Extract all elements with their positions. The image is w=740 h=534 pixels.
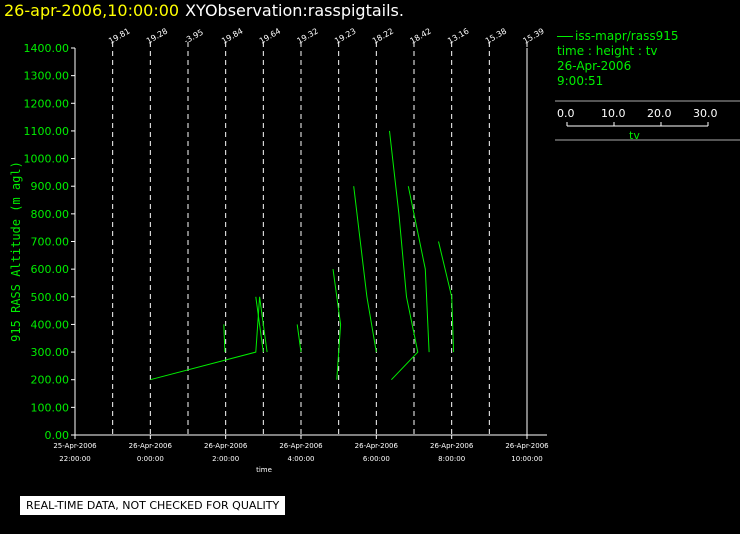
series-line [223, 324, 226, 353]
tv-scale-tick: 30.0 [693, 107, 718, 120]
x-tick-time: 22:00:00 [59, 455, 90, 463]
legend-series: iss-mapr/rass915 [557, 29, 679, 44]
y-tick-label: 1400.00 [24, 42, 70, 55]
tv-scale-title: tv [629, 129, 640, 142]
series-line [332, 269, 342, 380]
profile-label: 19.81 [107, 26, 131, 45]
tv-scale: 0.0 10.0 20.0 30.0 tv [555, 100, 740, 146]
profile-label: 18.22 [371, 26, 395, 45]
x-tick-time: 8:00:00 [438, 455, 465, 463]
profile-label: 19.64 [258, 26, 282, 45]
y-tick-label: 800.00 [31, 208, 70, 221]
y-tick-label: 1200.00 [24, 97, 70, 110]
x-tick-time: 6:00:00 [363, 455, 390, 463]
y-tick-label: 1100.00 [24, 125, 70, 138]
page-title: 26-apr-2006,10:00:00 XYObservation:rasspi… [4, 1, 404, 20]
x-tick-date: 26-Apr-2006 [204, 442, 248, 450]
series-line [438, 241, 455, 353]
x-tick-time: 4:00:00 [288, 455, 315, 463]
x-tick-date: 26-Apr-2006 [355, 442, 399, 450]
y-tick-label: 500.00 [31, 291, 70, 304]
tv-scale-lines [555, 100, 740, 141]
legend-date: 26-Apr-2006 [557, 59, 632, 73]
series-line [255, 296, 264, 353]
profile-label: 15.38 [484, 26, 508, 45]
legend-swatch [557, 36, 573, 37]
y-tick-label: 1300.00 [24, 70, 70, 83]
series-line [389, 130, 419, 381]
legend-series-label: iss-mapr/rass915 [575, 29, 679, 43]
y-tick-label: 700.00 [31, 236, 70, 249]
y-tick-label: 400.00 [31, 318, 70, 331]
x-tick-date: 25-Apr-2006 [53, 442, 97, 450]
y-tick-label: 200.00 [31, 374, 70, 387]
profile-label: -3.95 [183, 28, 205, 46]
x-tick-time: 10:00:00 [511, 455, 542, 463]
profile-label: 18.42 [409, 26, 433, 45]
tv-scale-tick: 20.0 [647, 107, 672, 120]
profile-label: 19.23 [333, 26, 357, 45]
x-tick-date: 26-Apr-2006 [430, 442, 474, 450]
y-tick-label: 100.00 [31, 401, 70, 414]
profile-label: 13.16 [446, 26, 470, 45]
title-observation: XYObservation:rasspigtails. [185, 1, 404, 20]
y-tick-label: 0.00 [45, 429, 70, 442]
profile-label: 15.39 [522, 26, 546, 45]
legend-time: 9:00:51 [557, 74, 604, 88]
y-tick-label: 1000.00 [24, 153, 70, 166]
profile-label: 19.84 [220, 26, 244, 45]
x-tick-time: 2:00:00 [212, 455, 239, 463]
legend-variables: time : height : tv [557, 44, 658, 58]
series-line [353, 186, 377, 353]
profile-label: 19.32 [296, 26, 320, 45]
series-line [150, 296, 268, 381]
quality-notice: REAL-TIME DATA, NOT CHECKED FOR QUALITY [20, 496, 286, 515]
x-tick-date: 26-Apr-2006 [505, 442, 549, 450]
x-axis-label: time [256, 466, 272, 474]
x-tick-date: 26-Apr-2006 [279, 442, 323, 450]
legend: iss-mapr/rass915 time : height : tv 26-A… [557, 29, 679, 89]
tv-scale-tick: 0.0 [557, 107, 575, 120]
title-date: 26-apr-2006,10:00:00 [4, 1, 180, 20]
series-line [407, 186, 430, 353]
series-line [296, 324, 302, 353]
profile-label: 19.28 [145, 26, 169, 45]
y-axis-label: 915 RASS Altitude (m agl) [9, 161, 23, 342]
tv-scale-tick: 10.0 [601, 107, 626, 120]
y-tick-label: 900.00 [31, 180, 70, 193]
x-tick-time: 0:00:00 [137, 455, 164, 463]
x-tick-date: 26-Apr-2006 [129, 442, 173, 450]
y-tick-label: 300.00 [31, 346, 70, 359]
y-tick-label: 600.00 [31, 263, 70, 276]
